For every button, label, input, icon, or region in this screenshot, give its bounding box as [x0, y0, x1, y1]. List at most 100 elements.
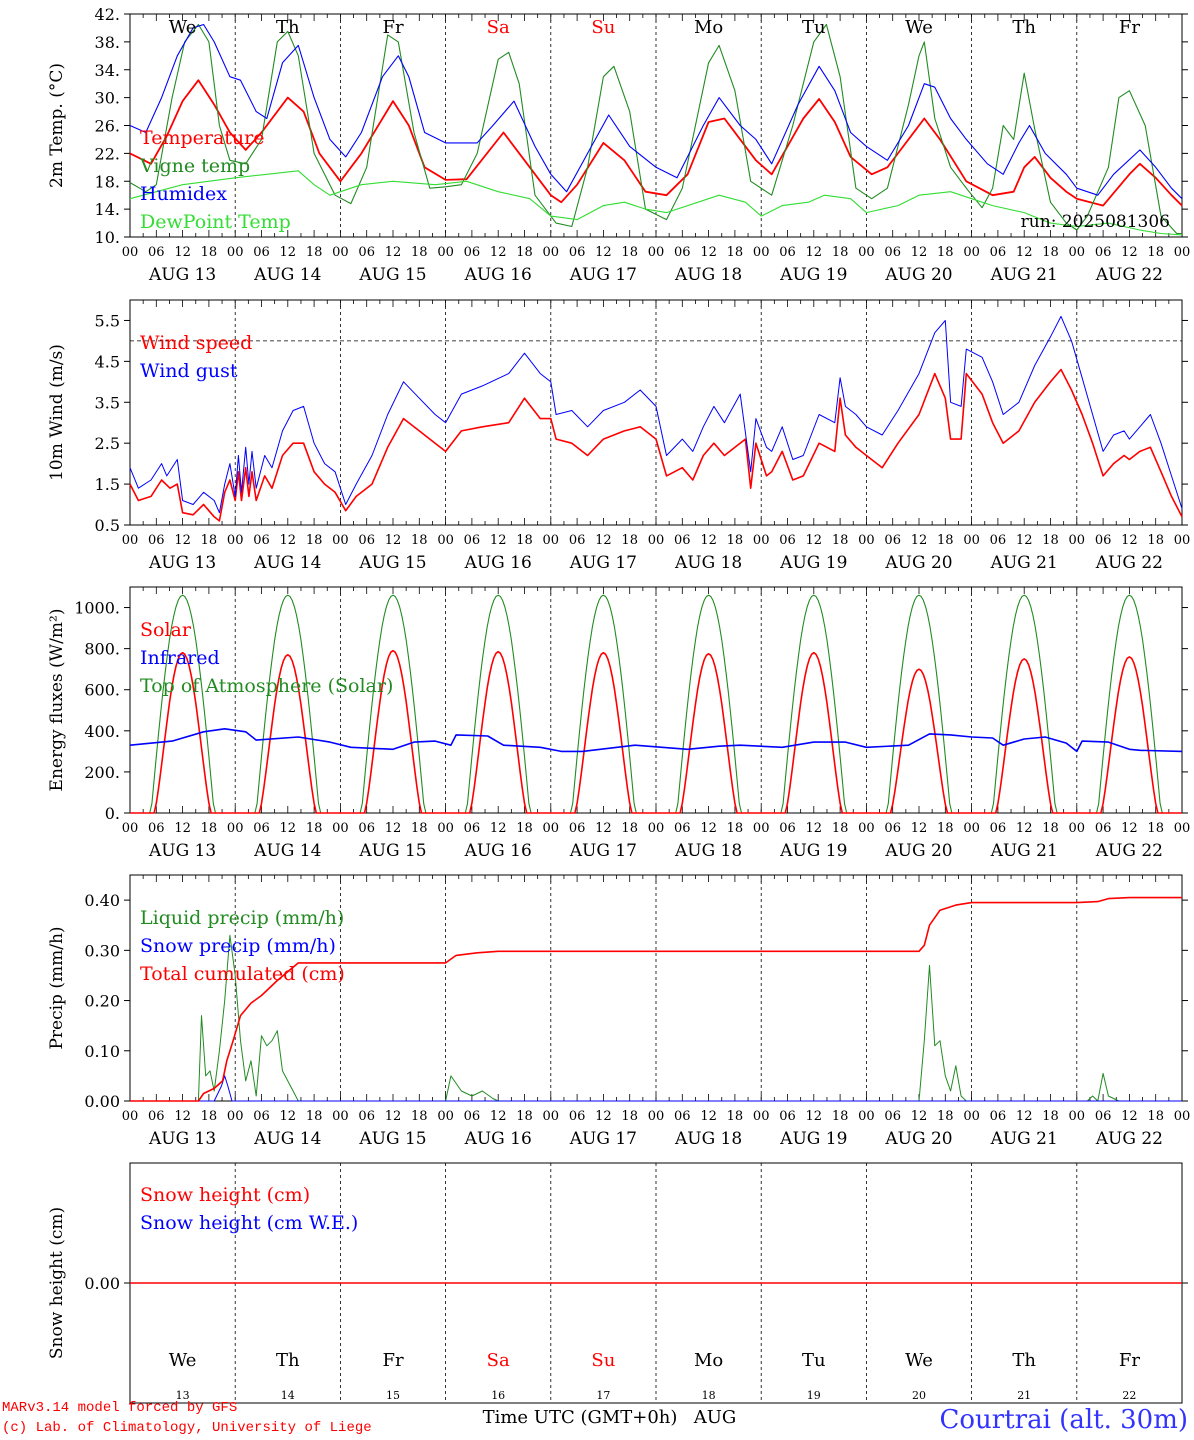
hour-label: 00 [648, 821, 665, 836]
date-label: AUG 13 [148, 841, 216, 861]
y-tick-label: 0.30 [84, 941, 120, 960]
date-label: AUG 19 [779, 265, 847, 285]
y-axis-label: Energy fluxes (W/m²) [47, 609, 67, 792]
hour-label: 06 [779, 245, 796, 260]
month-label: AUG [693, 1407, 737, 1428]
hour-label: 06 [1095, 533, 1112, 548]
hour-label: 18 [727, 1109, 744, 1124]
hour-label: 18 [832, 533, 849, 548]
hour-label: 06 [358, 533, 375, 548]
series-line [129, 315, 1183, 514]
hour-label: 18 [832, 1109, 849, 1124]
date-label: AUG 14 [253, 553, 321, 573]
y-tick-label: 2.5 [95, 434, 120, 453]
series-line [130, 896, 1182, 1102]
hour-label: 18 [516, 1109, 533, 1124]
hour-label: 18 [937, 1109, 954, 1124]
hour-label: 12 [700, 245, 717, 260]
hour-label: 00 [543, 245, 560, 260]
hour-label: 06 [253, 821, 270, 836]
hour-label: 12 [806, 821, 823, 836]
hour-label: 06 [779, 821, 796, 836]
y-tick-label: 0.40 [84, 891, 120, 910]
weekday-label: Fr [1119, 17, 1140, 38]
legend-entry: Wind gust [140, 360, 238, 382]
weekday-label: Th [1012, 1350, 1036, 1371]
y-tick-label: 4.5 [95, 352, 120, 371]
series-line [129, 368, 1183, 522]
hour-label: 00 [437, 533, 454, 548]
hour-label: 06 [884, 1109, 901, 1124]
hour-label: 12 [1121, 533, 1138, 548]
date-label: AUG 22 [1095, 553, 1163, 573]
weekday-label: Th [276, 17, 300, 38]
hour-label: 18 [1042, 533, 1059, 548]
hour-label: 12 [1016, 245, 1033, 260]
hour-label: 06 [358, 821, 375, 836]
hour-label: 06 [990, 821, 1007, 836]
date-label: AUG 13 [148, 265, 216, 285]
date-label: AUG 18 [674, 553, 742, 573]
hour-label: 06 [148, 245, 165, 260]
hour-label: 12 [1016, 533, 1033, 548]
hour-label: 12 [385, 245, 402, 260]
hour-label: 00 [227, 1109, 244, 1124]
hour-label: 12 [1121, 1109, 1138, 1124]
weekday-label: Su [591, 17, 615, 38]
hour-label: 18 [201, 245, 218, 260]
y-tick-label: 1000. [74, 599, 120, 618]
hour-label: 12 [385, 533, 402, 548]
hour-label: 18 [1042, 1109, 1059, 1124]
hour-label: 12 [1016, 821, 1033, 836]
y-tick-label: 0.00 [84, 1274, 120, 1293]
hour-label: 00 [753, 533, 770, 548]
hour-label: 06 [358, 1109, 375, 1124]
hour-label: 12 [700, 1109, 717, 1124]
hour-label: 18 [411, 821, 428, 836]
hour-label: 18 [1147, 533, 1164, 548]
date-label: AUG 16 [464, 1129, 532, 1149]
date-label: AUG 21 [990, 265, 1058, 285]
hour-label: 18 [621, 245, 638, 260]
hour-label: 12 [595, 821, 612, 836]
series-line [129, 23, 1183, 200]
date-label: AUG 17 [569, 553, 637, 573]
hour-label: 00 [963, 533, 980, 548]
hour-label: 00 [227, 245, 244, 260]
hour-label: 12 [595, 1109, 612, 1124]
date-label: AUG 15 [358, 1129, 426, 1149]
hour-label: 06 [1095, 821, 1112, 836]
legend-entry: Infrared [140, 647, 220, 669]
hour-label: 00 [1174, 1109, 1191, 1124]
date-label: AUG 15 [358, 553, 426, 573]
hour-label: 18 [1042, 821, 1059, 836]
hour-label: 06 [674, 533, 691, 548]
y-tick-label: 0. [105, 804, 120, 823]
hour-label: 18 [937, 533, 954, 548]
plot-frame [129, 299, 1183, 526]
y-axis-label: 10m Wind (m/s) [47, 344, 67, 481]
hour-label: 06 [990, 1109, 1007, 1124]
date-label: AUG 14 [253, 1129, 321, 1149]
y-tick-label: 10. [95, 228, 120, 247]
hour-label: 18 [621, 1109, 638, 1124]
hour-label: 12 [280, 245, 297, 260]
hour-label: 00 [543, 533, 560, 548]
hour-label: 00 [1069, 245, 1086, 260]
y-tick-label: 3.5 [95, 393, 120, 412]
legend-entry: DewPoint Temp [140, 211, 291, 233]
hour-label: 18 [621, 533, 638, 548]
hour-label: 12 [1121, 821, 1138, 836]
y-tick-label: 400. [84, 722, 120, 741]
hour-label: 06 [569, 533, 586, 548]
y-axis-label: Snow height (cm) [47, 1207, 67, 1359]
legend-entry: Top of Atmosphere (Solar) [140, 675, 393, 697]
hour-label: 12 [280, 821, 297, 836]
hour-label: 12 [700, 533, 717, 548]
hour-label: 00 [122, 533, 139, 548]
legend-entry: Snow height (cm W.E.) [140, 1212, 358, 1234]
hour-label: 00 [332, 1109, 349, 1124]
legend-entry: Total cumulated (cm) [140, 963, 345, 985]
weekday-label: We [169, 1350, 197, 1371]
